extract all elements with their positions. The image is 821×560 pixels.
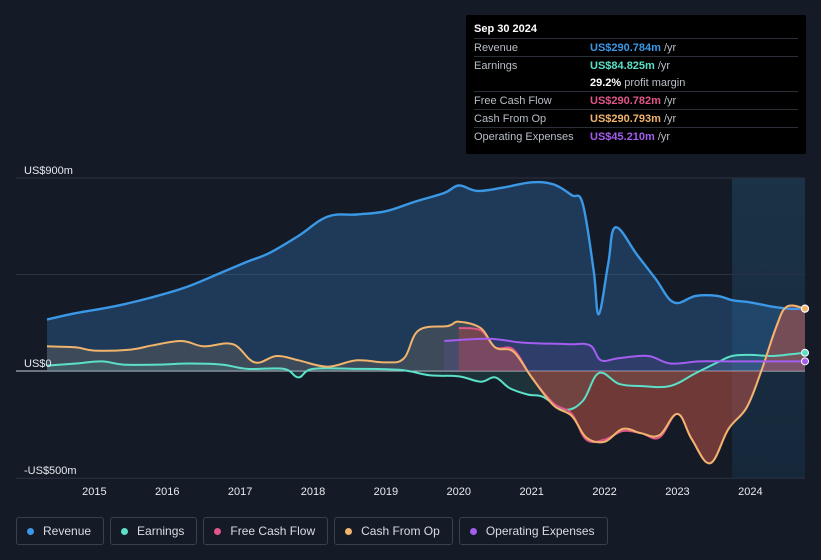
legend: Revenue Earnings Free Cash Flow Cash From O…	[16, 517, 608, 547]
series-lines	[46, 180, 806, 465]
tooltip-row-unit: /yr	[663, 112, 677, 125]
tooltip-row-value: US$45.210m	[590, 130, 655, 143]
tooltip-row: Revenue US$290.784m/yr	[474, 38, 798, 56]
legend-label: Revenue	[43, 524, 92, 538]
tooltip-row: Free Cash Flow US$290.782m/yr	[474, 91, 798, 109]
x-tick-label: 2019	[374, 486, 398, 498]
x-tick-label: 2024	[738, 486, 762, 498]
legend-label: Earnings	[137, 524, 185, 538]
tooltip-row-unit: /yr	[657, 130, 671, 143]
forecast-highlight	[732, 178, 805, 478]
y-axis-ticks: US$900m US$0 -US$500m	[24, 165, 77, 477]
y-tick-label: -US$500m	[24, 465, 77, 477]
series-endpoints	[801, 304, 809, 366]
tooltip-row-value: 29.2%	[590, 76, 622, 89]
operating-expenses-line	[444, 337, 805, 365]
tooltip-row-unit: /yr	[657, 59, 671, 72]
tooltip-row: 29.2% profit margin	[474, 74, 798, 91]
tooltip-row-label: Revenue	[474, 41, 519, 54]
tooltip-row: Earnings US$84.825m/yr	[474, 56, 798, 74]
plot-background	[732, 178, 805, 478]
tooltip-row-label: Free Cash Flow	[474, 94, 552, 107]
legend-dot	[469, 527, 477, 535]
legend-item-cash-from-op[interactable]: Cash From Op	[334, 517, 453, 545]
earnings-endpoint	[801, 348, 809, 357]
tooltip-row-value: US$290.782m	[590, 94, 661, 107]
operating-expenses-endpoint	[801, 357, 809, 366]
tooltip-date: Sep 30 2024	[474, 23, 537, 35]
legend-label: Operating Expenses	[485, 524, 595, 538]
earnings-area	[47, 352, 805, 410]
y-tick-label: US$0	[24, 358, 52, 370]
x-tick-label: 2020	[447, 486, 471, 498]
free-cash-flow-area	[458, 305, 805, 464]
x-tick-label: 2017	[228, 486, 252, 498]
x-tick-label: 2015	[82, 486, 106, 498]
legend-label: Free Cash Flow	[230, 524, 316, 538]
legend-item-operating-expenses[interactable]: Operating Expenses	[458, 517, 608, 545]
financial-chart: US$900m US$0 -US$500m 2015 2016 2017 2018 2019…	[16, 165, 809, 498]
tooltip-row: Cash From Op US$290.793m/yr	[474, 109, 798, 127]
legend-dot	[214, 527, 222, 535]
x-tick-label: 2022	[592, 486, 616, 498]
tooltip-panel: Sep 30 2024 Revenue US$290.784m/yr Earning…	[466, 15, 806, 154]
legend-dot	[345, 527, 353, 535]
revenue-line	[46, 180, 806, 321]
tooltip-row-unit: /yr	[663, 94, 677, 107]
tooltip-row-label: Cash From Op	[474, 112, 547, 125]
cash-from-op-area	[47, 305, 805, 464]
tooltip-row-value: US$290.784m	[590, 41, 661, 54]
x-tick-label: 2021	[519, 486, 543, 498]
tooltip-row-unit: /yr	[663, 41, 677, 54]
y-tick-label: US$900m	[24, 165, 73, 177]
legend-dot	[27, 527, 34, 535]
tooltip-row-label: Operating Expenses	[474, 130, 574, 143]
legend-item-earnings[interactable]: Earnings	[110, 517, 198, 545]
tooltip-row-unit: profit margin	[624, 76, 686, 89]
x-tick-label: 2016	[155, 486, 179, 498]
legend-item-free-cash-flow[interactable]: Free Cash Flow	[203, 517, 329, 545]
revenue-area	[47, 182, 805, 371]
x-tick-label: 2018	[301, 486, 325, 498]
x-axis-ticks: 2015 2016 2017 2018 2019 2020 2021 2022 2023 2024	[82, 486, 762, 498]
tooltip-row: Operating Expenses US$45.210m/yr	[474, 127, 798, 145]
legend-dot	[121, 527, 129, 535]
cash-from-op-endpoint	[801, 304, 809, 313]
x-tick-label: 2023	[665, 486, 689, 498]
legend-item-revenue[interactable]: Revenue	[16, 517, 105, 545]
tooltip-row-value: US$84.825m	[590, 59, 655, 72]
legend-label: Cash From Op	[361, 524, 440, 538]
series-areas	[47, 182, 805, 464]
tooltip-row-label: Earnings	[474, 59, 518, 72]
tooltip-row-value: US$290.793m	[590, 112, 661, 125]
earnings-line	[46, 351, 806, 411]
